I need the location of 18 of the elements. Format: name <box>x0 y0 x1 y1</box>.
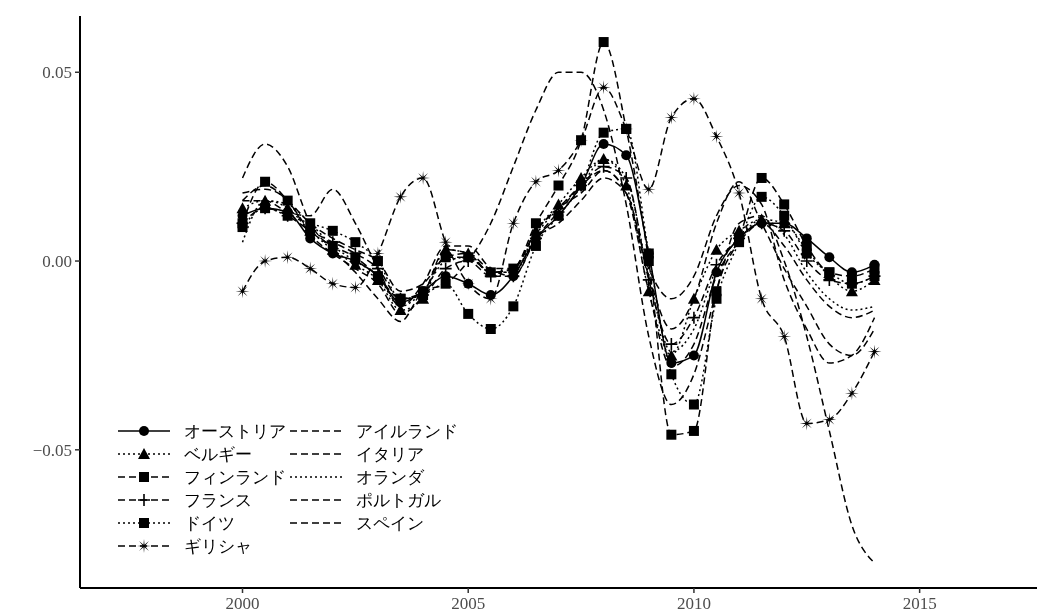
legend-label: ベルギー <box>184 444 252 464</box>
x-tick-label: 2015 <box>902 594 937 613</box>
legend-label: イタリア <box>356 444 424 464</box>
legend-label: フィンランド <box>184 467 286 487</box>
y-tick-label: −0.05 <box>32 440 72 460</box>
x-tick-label: 2010 <box>676 594 711 613</box>
x-tick-label: 2000 <box>225 594 260 613</box>
legend-label: フランス <box>184 490 252 510</box>
legend-label: スペイン <box>356 513 424 533</box>
legend-label: オーストリア <box>184 421 286 441</box>
legend-label: ギリシャ <box>184 536 252 556</box>
legend-label: オランダ <box>356 467 425 487</box>
y-tick-label: 0.00 <box>42 251 72 271</box>
legend-label: ポルトガル <box>356 490 441 510</box>
x-tick-label: 2005 <box>451 594 486 613</box>
legend-label: アイルランド <box>356 421 458 441</box>
legend-label: ドイツ <box>184 513 235 533</box>
y-tick-label: 0.05 <box>42 63 72 83</box>
